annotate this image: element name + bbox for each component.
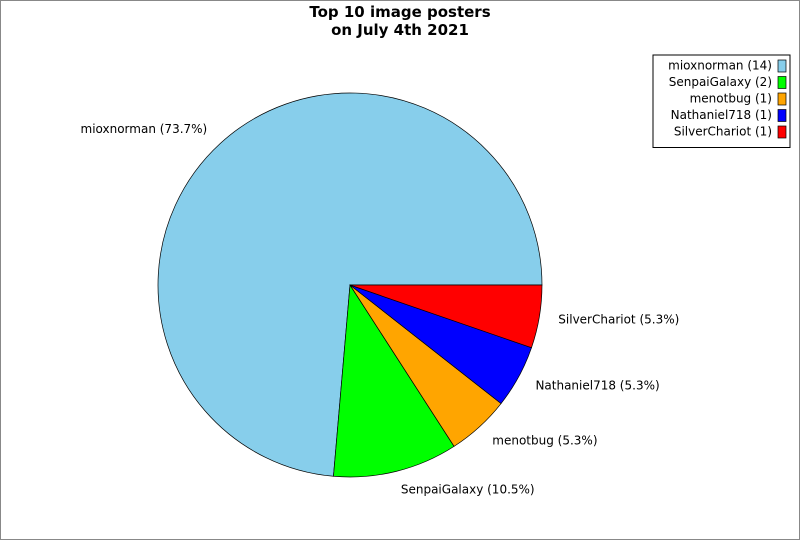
legend-swatch <box>777 59 787 73</box>
slice-label: mioxnorman (73.7%) <box>81 122 208 136</box>
legend-box <box>652 54 791 148</box>
legend-label: SenpaiGalaxy (2) <box>669 75 772 89</box>
legend-swatch <box>777 125 787 139</box>
chart-title: Top 10 image posters on July 4th 2021 <box>309 3 491 39</box>
legend-label: menotbug (1) <box>690 92 772 106</box>
slice-label: Nathaniel718 (5.3%) <box>535 379 659 393</box>
legend-label: mioxnorman (14) <box>668 59 772 73</box>
legend-swatch <box>777 76 787 89</box>
legend-label: SilverChariot (1) <box>674 125 772 139</box>
legend-label: Nathaniel718 (1) <box>671 108 772 122</box>
legend-swatch <box>777 109 787 122</box>
legend-swatch <box>777 92 787 106</box>
slice-label: menotbug (5.3%) <box>492 434 597 448</box>
pie-slice <box>349 284 543 349</box>
slice-label: SilverChariot (5.3%) <box>558 312 679 326</box>
pie-slice <box>333 283 455 478</box>
slice-label: SenpaiGalaxy (10.5%) <box>401 482 535 496</box>
